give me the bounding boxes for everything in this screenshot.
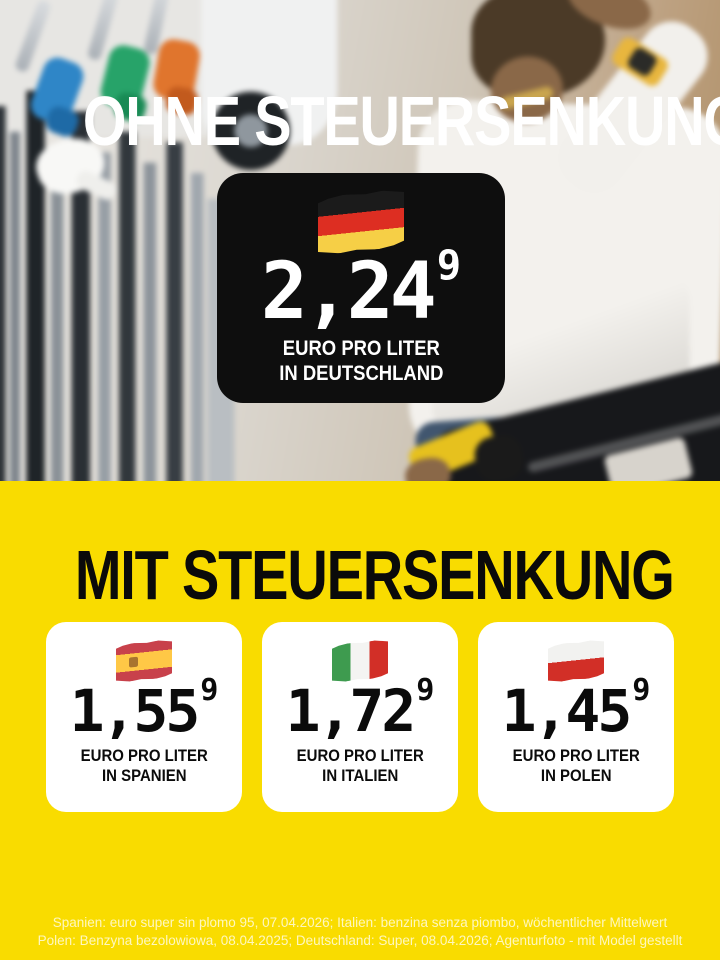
pump-slat [9, 131, 21, 481]
italy-label-line1: EURO PRO LITER [296, 745, 424, 765]
headline-mit-steuersenkung: MIT STEUERSENKUNG [0, 540, 720, 610]
car-wheel-hub [234, 114, 268, 148]
pump-slat [0, 106, 6, 481]
country-cards-row: 1,55 9 EURO PRO LITER IN SPANIEN 1,72 9 EUR… [46, 622, 674, 812]
germany-price-label: EURO PRO LITER IN DEUTSCHLAND [268, 337, 455, 387]
poland-price-label: EURO PRO LITER IN POLEN [504, 746, 649, 787]
spain-label-line2: IN SPANIEN [101, 766, 187, 786]
poland-price-superscript: 9 [632, 673, 651, 708]
pump-slat [143, 162, 157, 481]
italy-label-line2: IN ITALIEN [321, 766, 399, 786]
spain-flag-icon [116, 639, 172, 683]
pump-slat [98, 152, 111, 481]
poland-flag-icon [548, 639, 604, 683]
italy-price-value: 1,72 [285, 677, 417, 745]
germany-label-line2: IN DEUTSCHLAND [278, 361, 444, 385]
poland-price-card: 1,45 9 EURO PRO LITER IN POLEN [478, 622, 674, 812]
germany-price: 2,24 9 [260, 245, 461, 337]
pump-slat [118, 131, 136, 481]
pump-slat [51, 147, 64, 481]
pump-slat [166, 142, 183, 481]
spain-coat-of-arms [129, 657, 137, 668]
germany-price-card: 2,24 9 EURO PRO LITER IN DEUTSCHLAND [217, 173, 505, 403]
italy-price-label: EURO PRO LITER IN ITALIEN [288, 746, 433, 787]
headline-ohne-text: OHNE STEUERSENKUNG [82, 82, 720, 160]
germany-price-superscript: 9 [436, 241, 462, 289]
poland-price: 1,45 9 [501, 676, 651, 745]
gas-station-photo [0, 0, 720, 481]
poland-price-value: 1,45 [501, 677, 633, 745]
italy-flag-icon [332, 639, 388, 683]
pump-slat [71, 111, 91, 481]
tax-cut-section: MIT STEUERSENKUNG 1,55 9 EURO PRO LITER IN… [0, 481, 720, 960]
italy-price: 1,72 9 [285, 676, 435, 745]
spain-price-value: 1,55 [69, 677, 201, 745]
footnote-line-1: Spanien: euro super sin plomo 95, 07.04.… [52, 914, 668, 930]
photo-section: OHNE STEUERSENKUNG 2,24 9 EURO PRO LITER I… [0, 0, 720, 481]
pump-slat [26, 90, 45, 481]
footnote-line-2: Polen: Benzyna bezolowiowa, 08.04.2025; … [37, 932, 683, 948]
italy-price-card: 1,72 9 EURO PRO LITER IN ITALIEN [262, 622, 458, 812]
germany-price-value: 2,24 [260, 247, 437, 337]
poland-label-line2: IN POLEN [540, 766, 612, 786]
spain-price: 1,55 9 [69, 676, 219, 745]
pump-slat [191, 173, 204, 481]
spain-price-superscript: 9 [200, 673, 219, 708]
headline-mit-text: MIT STEUERSENKUNG [74, 536, 675, 614]
italy-price-superscript: 9 [416, 673, 435, 708]
germany-label-line1: EURO PRO LITER [282, 336, 440, 360]
headline-ohne-steuersenkung: OHNE STEUERSENKUNG [0, 86, 720, 156]
germany-flag-icon [318, 188, 404, 255]
spain-price-card: 1,55 9 EURO PRO LITER IN SPANIEN [46, 622, 242, 812]
spain-label-line1: EURO PRO LITER [80, 745, 208, 765]
poland-label-line1: EURO PRO LITER [512, 745, 640, 765]
spain-price-label: EURO PRO LITER IN SPANIEN [72, 746, 217, 787]
source-footnote: Spanien: euro super sin plomo 95, 07.04.… [0, 914, 720, 950]
